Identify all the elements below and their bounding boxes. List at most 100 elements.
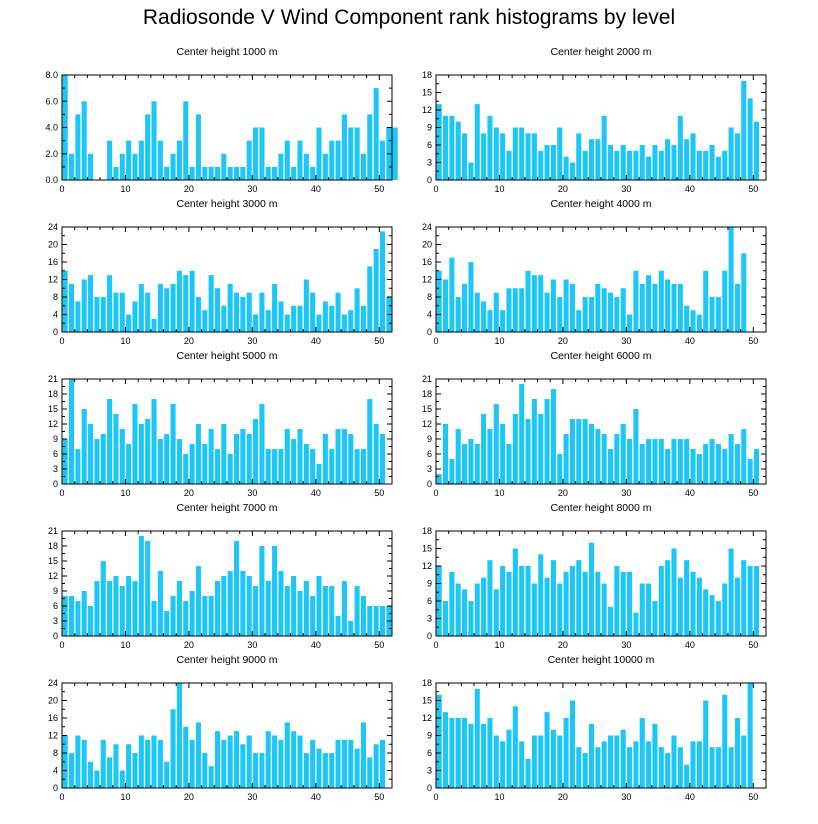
bar xyxy=(354,127,360,180)
bar xyxy=(310,292,316,333)
y-tick-label: 18 xyxy=(422,526,432,536)
x-tick-label: 10 xyxy=(494,184,504,194)
bar xyxy=(360,449,366,484)
bar xyxy=(646,741,652,788)
bar xyxy=(157,439,163,484)
bar xyxy=(335,140,341,181)
bar xyxy=(500,741,506,788)
y-tick-label: 21 xyxy=(422,374,432,384)
bar xyxy=(227,571,233,636)
bar xyxy=(582,419,588,484)
y-tick-label: 12 xyxy=(48,419,58,429)
bar xyxy=(728,747,734,788)
y-tick-label: 3 xyxy=(427,614,432,624)
bar xyxy=(214,581,221,636)
bar xyxy=(170,596,176,636)
bar xyxy=(278,449,284,484)
bar xyxy=(291,305,297,332)
bar xyxy=(195,297,201,332)
bar xyxy=(595,429,601,484)
bar xyxy=(607,735,614,788)
bar xyxy=(487,560,493,636)
bar xyxy=(316,314,322,332)
bar xyxy=(107,581,113,636)
bar xyxy=(183,275,189,332)
bar xyxy=(164,166,170,181)
y-tick-label: 6 xyxy=(427,140,432,150)
bar xyxy=(81,101,87,180)
y-tick-label: 9 xyxy=(427,579,432,589)
bar xyxy=(170,709,176,788)
bar xyxy=(741,253,747,332)
bar xyxy=(284,586,290,636)
bar xyxy=(550,560,556,636)
panel-title: Center height 3000 m xyxy=(176,198,278,210)
bar xyxy=(348,621,354,636)
bar xyxy=(633,612,639,636)
bar xyxy=(119,292,125,333)
y-tick-label: 0 xyxy=(53,783,58,793)
bar xyxy=(68,753,75,788)
bar xyxy=(303,753,309,788)
bar xyxy=(335,616,341,636)
bar xyxy=(620,424,626,484)
histogram-panel: 0 10 20 30 40 50 0 3 6 9 12 15 18 xyxy=(422,526,767,650)
bar xyxy=(278,301,284,333)
bar xyxy=(582,150,588,180)
x-tick-label: 30 xyxy=(247,336,257,346)
y-tick-label: 8.0 xyxy=(45,70,58,80)
bar xyxy=(259,546,265,636)
bar xyxy=(576,560,582,636)
x-tick-label: 40 xyxy=(311,488,321,498)
bar xyxy=(722,583,728,636)
bar xyxy=(563,718,569,788)
bar xyxy=(113,414,119,484)
bar xyxy=(462,718,468,788)
bar xyxy=(62,270,68,332)
bar xyxy=(601,115,607,180)
bar xyxy=(208,166,214,181)
bar xyxy=(639,718,645,788)
bar xyxy=(481,723,487,788)
bar xyxy=(481,133,487,180)
bar xyxy=(322,586,328,636)
x-tick-label: 50 xyxy=(748,792,758,802)
bar xyxy=(373,88,379,181)
x-tick-label: 30 xyxy=(247,488,257,498)
bar xyxy=(614,297,620,332)
bar xyxy=(703,700,709,788)
bar xyxy=(145,541,151,636)
bar xyxy=(449,459,455,484)
bar xyxy=(646,583,652,636)
x-tick-label: 50 xyxy=(374,792,384,802)
bar xyxy=(316,748,322,789)
x-tick-label: 20 xyxy=(184,184,194,194)
bar xyxy=(455,297,461,332)
bar xyxy=(329,449,335,484)
bar xyxy=(94,581,100,636)
histogram-panel: 0 10 20 30 40 50 0 3 6 9 12 15 18 xyxy=(422,678,767,802)
bar xyxy=(62,735,68,788)
y-tick-label: 20 xyxy=(422,240,432,250)
bar xyxy=(202,444,208,484)
bar xyxy=(690,133,696,180)
bar xyxy=(595,283,601,333)
x-tick-label: 40 xyxy=(311,184,321,194)
bar xyxy=(297,140,303,181)
y-tick-label: 0 xyxy=(53,479,58,489)
bar xyxy=(151,101,157,180)
bar xyxy=(449,571,455,636)
bar xyxy=(138,424,144,484)
panel-title: Center height 8000 m xyxy=(550,502,652,514)
bar xyxy=(119,770,125,788)
bar xyxy=(278,153,284,180)
bar xyxy=(658,566,664,636)
bar xyxy=(360,722,366,789)
bar xyxy=(322,301,328,333)
bar xyxy=(696,150,702,180)
bar xyxy=(68,379,75,484)
bar xyxy=(436,474,442,484)
panel-title: Center height 10000 m xyxy=(547,654,655,666)
bar xyxy=(601,288,607,332)
bar xyxy=(94,770,100,788)
